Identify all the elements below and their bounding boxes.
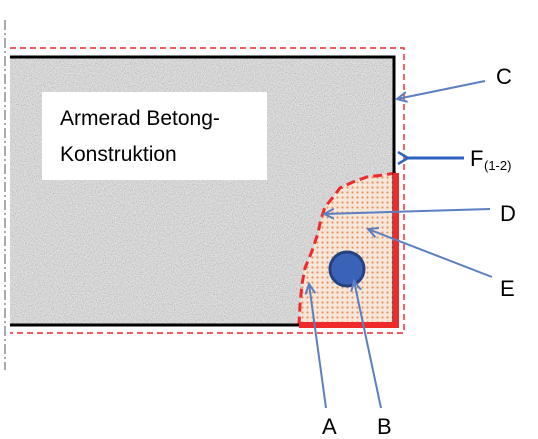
fire-exposed-edge: [299, 173, 399, 328]
label-a: A: [322, 414, 337, 439]
label-b: B: [377, 414, 392, 439]
label-f: F: [470, 146, 483, 171]
label-f-subscript: (1-2): [484, 158, 511, 173]
rebar-b: [328, 250, 366, 288]
label-d: D: [500, 201, 516, 226]
concrete-label-line1: Armerad Betong-: [60, 107, 220, 130]
arrow-b: [354, 281, 382, 409]
label-e: E: [500, 276, 515, 301]
arrow-c: [397, 80, 486, 99]
label-c: C: [496, 64, 512, 89]
damaged-zone-e: [299, 173, 396, 325]
arrow-e: [368, 229, 493, 278]
concrete-label-line2: Konstruktion: [60, 143, 177, 166]
arrow-d: [324, 209, 491, 214]
text-box: [42, 92, 267, 180]
arrow-a: [309, 284, 327, 409]
dashed-outline: [10, 47, 405, 334]
